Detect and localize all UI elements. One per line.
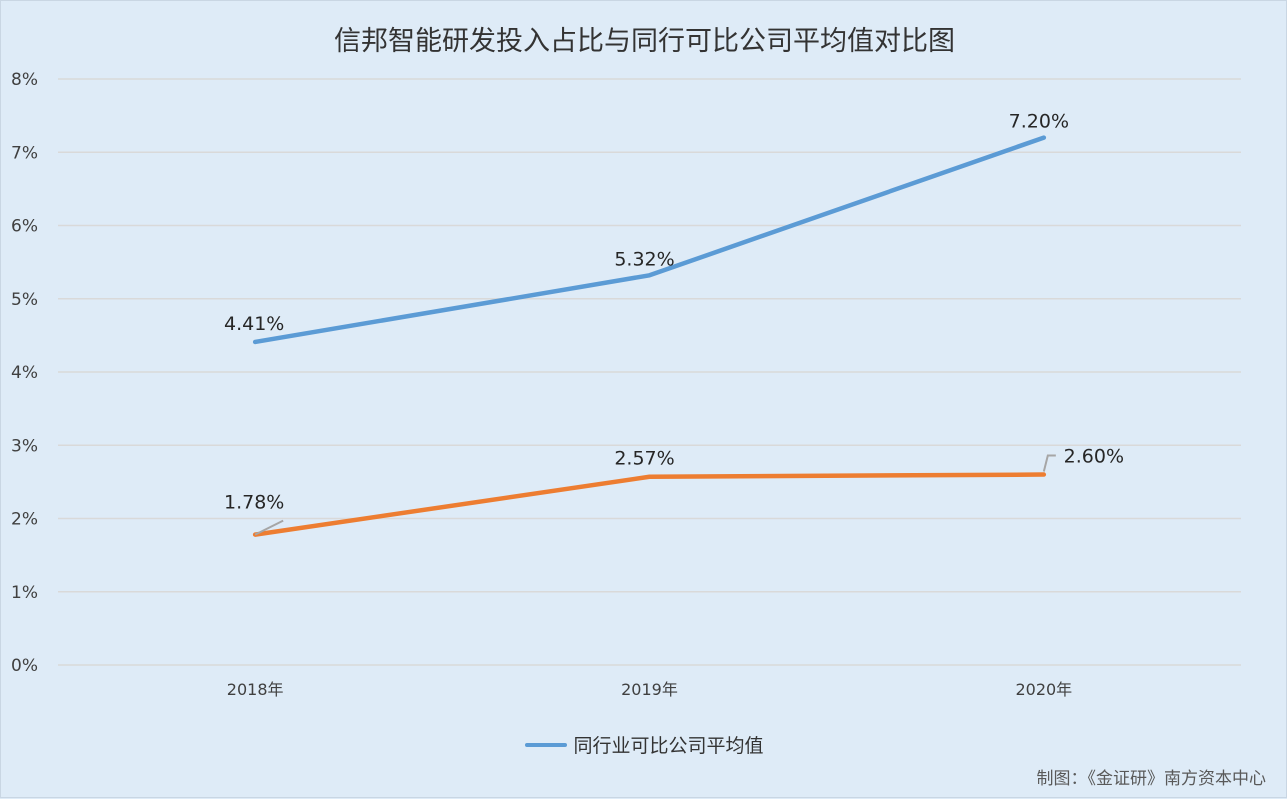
legend-label-industry-average: 同行业可比公司平均值	[573, 735, 764, 757]
series-line-0	[252, 135, 1047, 345]
y-tick-label: 8%	[11, 70, 38, 90]
leader-line	[254, 519, 284, 536]
y-tick-label: 3%	[11, 436, 38, 456]
x-tick-label: 2019年	[621, 680, 678, 699]
y-tick-label: 6%	[11, 217, 38, 237]
legend-swatch-industry-average	[525, 742, 568, 747]
legend: 同行业可比公司平均值	[1, 731, 1287, 758]
x-tick-label: 2018年	[227, 680, 284, 699]
leader-line	[1042, 454, 1056, 472]
data-label: 5.32%	[614, 248, 674, 270]
series-line-1	[252, 472, 1047, 537]
y-tick-label: 1%	[11, 583, 38, 603]
y-tick-label: 2%	[11, 510, 38, 530]
y-tick-label: 0%	[11, 656, 38, 676]
legend-item-industry-average: 同行业可比公司平均值	[525, 731, 764, 758]
y-tick-label: 4%	[11, 363, 38, 383]
y-tick-label: 5%	[11, 290, 38, 310]
source-note: 制图：《金证研》南方资本中心	[1036, 769, 1267, 789]
data-label: 1.78%	[224, 492, 284, 514]
x-tick-label: 2020年	[1015, 680, 1072, 699]
data-label: 7.20%	[1009, 111, 1069, 133]
y-tick-label: 7%	[11, 143, 38, 163]
chart-title: 信邦智能研发投入占比与同行可比公司平均值对比图	[334, 26, 955, 57]
data-label: 4.41%	[224, 313, 284, 335]
data-label: 2.60%	[1064, 446, 1124, 468]
data-label: 2.57%	[614, 448, 674, 470]
